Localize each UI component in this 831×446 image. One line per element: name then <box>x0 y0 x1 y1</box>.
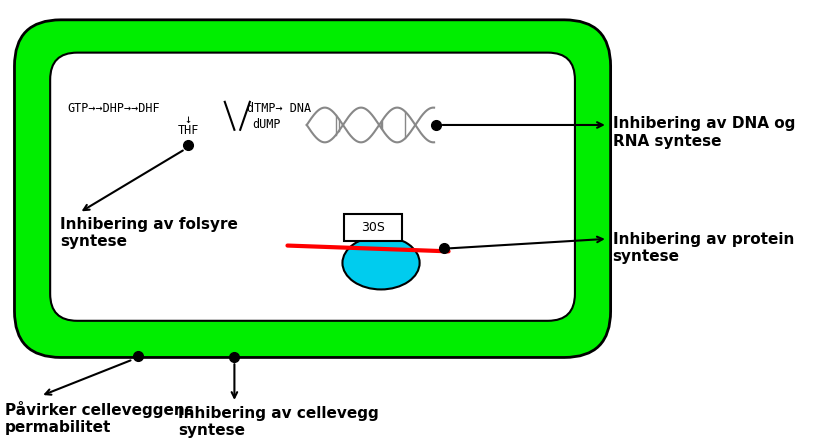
Text: 30S: 30S <box>361 221 386 234</box>
Text: THF: THF <box>178 124 199 137</box>
FancyBboxPatch shape <box>50 53 575 321</box>
Text: dTMP→ DNA: dTMP→ DNA <box>247 102 311 115</box>
Ellipse shape <box>342 236 420 289</box>
FancyBboxPatch shape <box>14 20 611 357</box>
Text: Inhibering av protein
syntese: Inhibering av protein syntese <box>612 232 794 264</box>
FancyBboxPatch shape <box>344 214 402 241</box>
Text: ↓: ↓ <box>184 113 192 126</box>
Text: dUMP: dUMP <box>253 118 281 131</box>
Text: Påvirker celleveggens
permabilitet: Påvirker celleveggens permabilitet <box>5 401 194 435</box>
Text: Inhibering av DNA og
RNA syntese: Inhibering av DNA og RNA syntese <box>612 116 795 149</box>
Text: Inhibering av folsyre
syntese: Inhibering av folsyre syntese <box>60 217 238 249</box>
Text: GTP→→DHP→→DHF: GTP→→DHP→→DHF <box>67 102 160 115</box>
Text: Inhibering av cellevegg
syntese: Inhibering av cellevegg syntese <box>179 406 379 438</box>
